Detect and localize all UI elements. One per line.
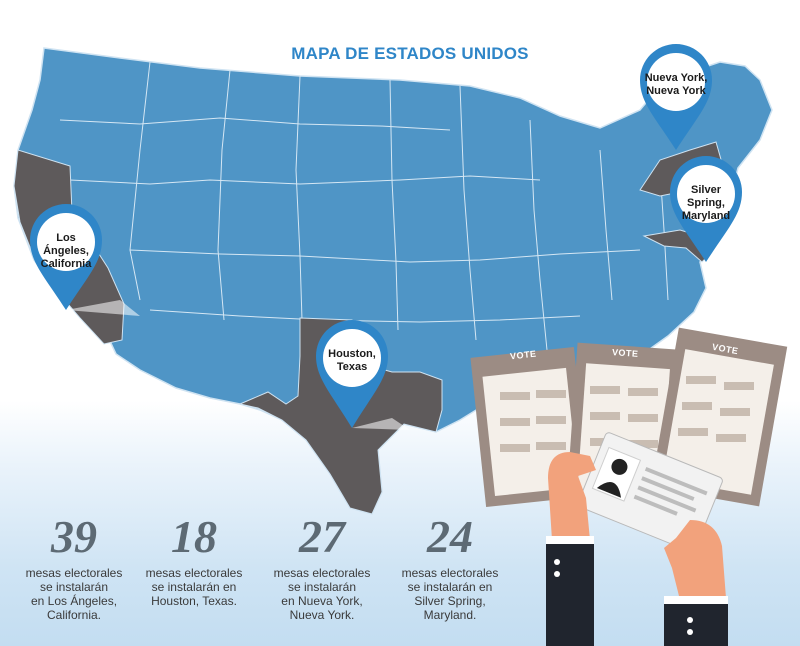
pin-label-los-angeles: Los Ángeles, California (40, 232, 92, 270)
map-pin-icon (30, 204, 140, 316)
stat-nueva-york: 27 mesas electorales se instalarán en Nu… (262, 511, 382, 623)
map-pin-icon (670, 156, 742, 262)
pin-label-silver-spring: Silver Spring, Maryland (681, 184, 731, 222)
stat-description: mesas electorales se instalarán en Nueva… (273, 566, 371, 622)
voter-id-card-icon (577, 432, 723, 553)
hands-icon (546, 452, 728, 646)
stat-description: mesas electorales se instalarán en Houst… (145, 566, 243, 608)
stat-description: mesas electorales se instalarán en Los Á… (25, 566, 123, 622)
stat-los-angeles: 39 mesas electorales se instalarán en Lo… (14, 511, 134, 623)
stat-silver-spring: 24 mesas electorales se instalarán en Si… (390, 511, 510, 623)
stat-number: 18 (171, 511, 217, 562)
map-pin-icon (640, 44, 712, 150)
stat-number: 24 (427, 511, 473, 562)
stat-number: 27 (299, 511, 345, 562)
stat-description: mesas electorales se instalarán en Silve… (401, 566, 499, 622)
stat-number: 39 (51, 511, 97, 562)
map-pin-icon (316, 320, 410, 430)
stat-houston: 18 mesas electorales se instalarán en Ho… (134, 511, 254, 609)
pin-label-new-york: Nueva York, Nueva York (644, 72, 708, 97)
ballot-vote-label: VOTE (611, 347, 639, 359)
texas-shape (238, 317, 443, 515)
pin-label-houston: Houston, Texas (328, 348, 376, 373)
map-title: MAPA DE ESTADOS UNIDOS (291, 44, 529, 63)
